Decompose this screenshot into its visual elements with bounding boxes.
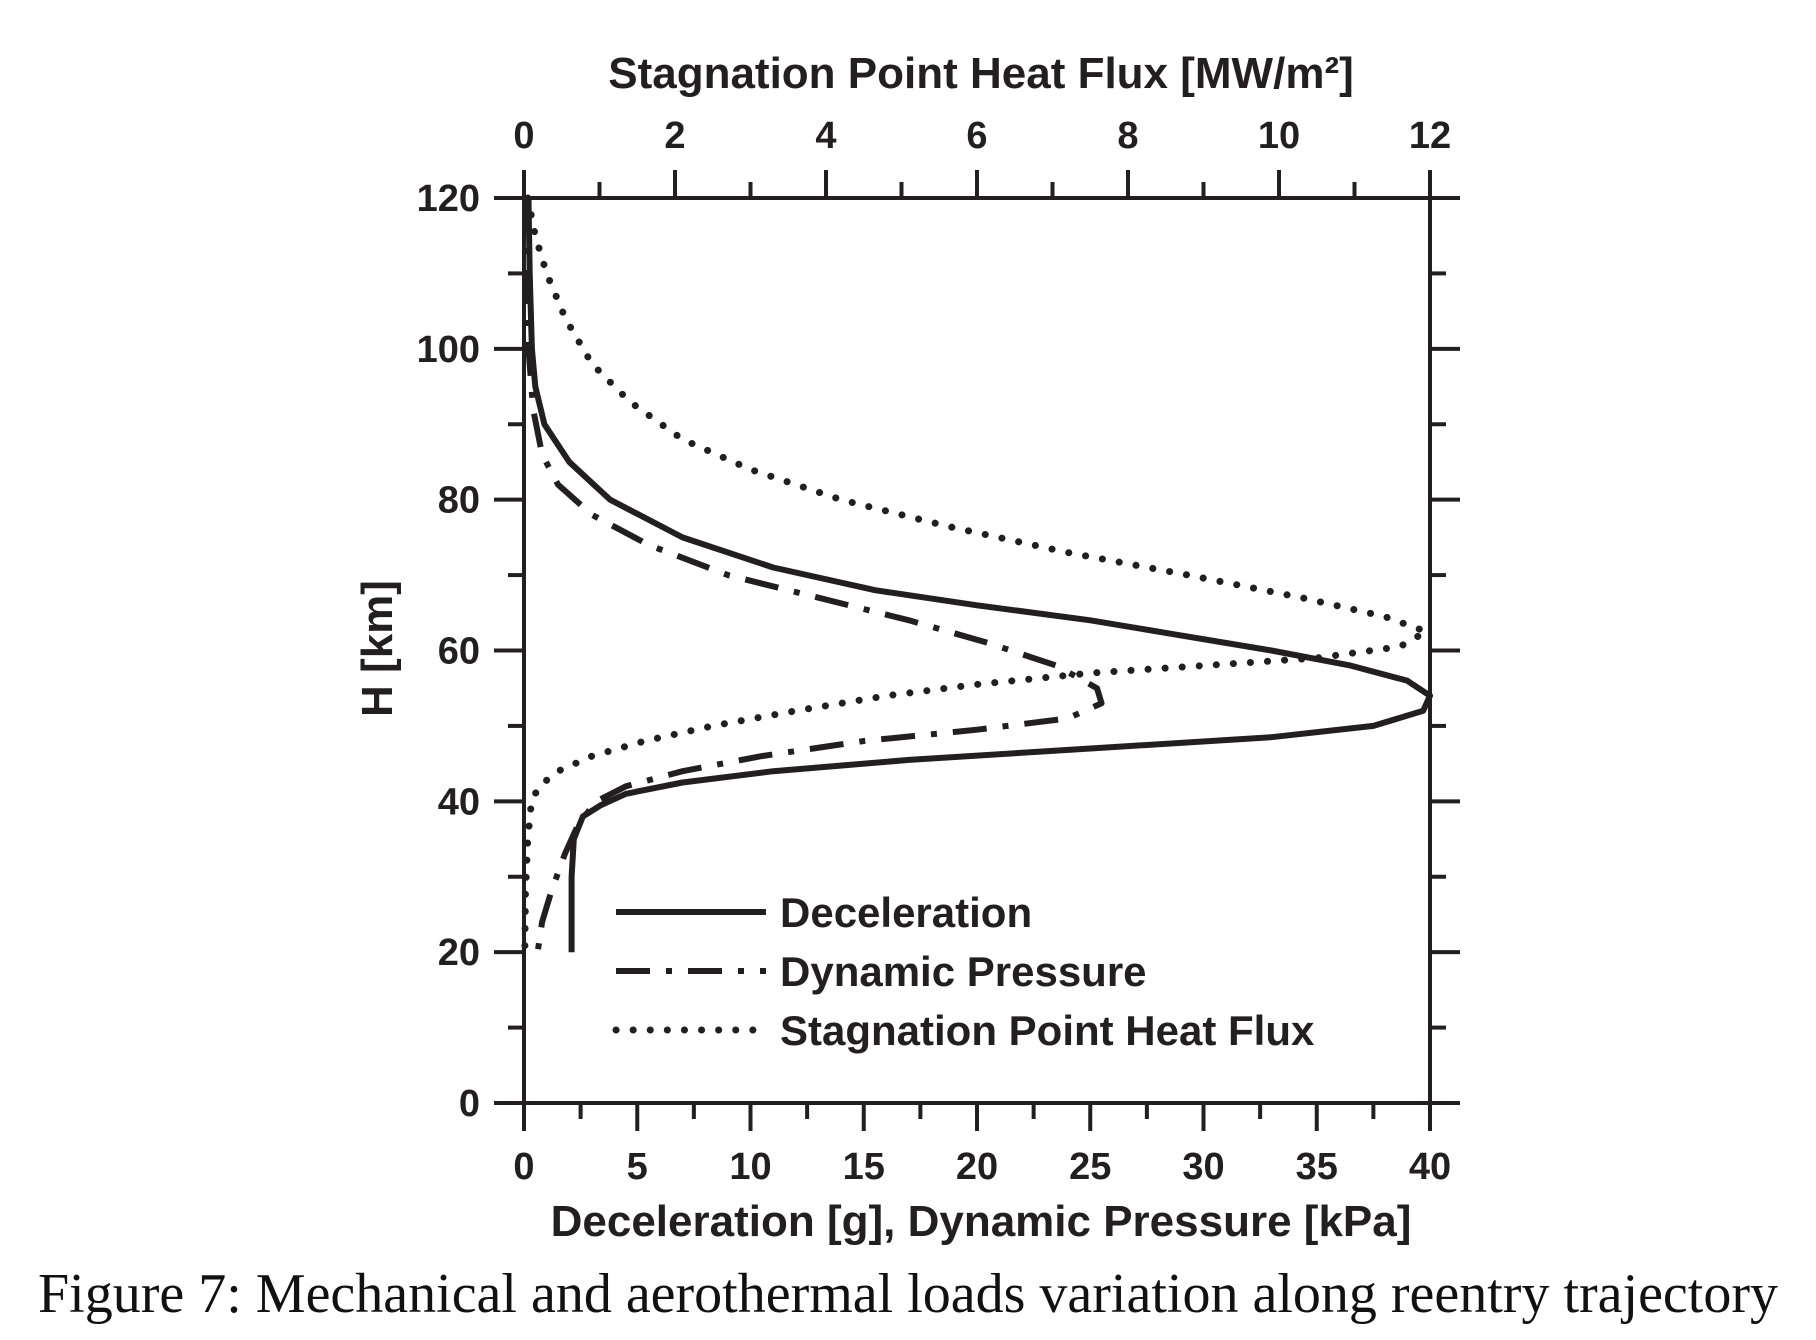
- legend-label-stagnation-point-heat-flux: Stagnation Point Heat Flux: [780, 1007, 1315, 1054]
- y-tick-label: 0: [459, 1083, 480, 1125]
- plot-frame: [522, 196, 1432, 1105]
- bottom-tick-label: 25: [1069, 1146, 1111, 1188]
- y-tick-label: 100: [417, 329, 480, 371]
- top-tick-label: 8: [1117, 115, 1138, 157]
- bottom-axis-title: Deceleration [g], Dynamic Pressure [kPa]: [551, 1197, 1412, 1246]
- legend: Deceleration Dynamic Pressure Stagnation P…: [612, 889, 1315, 1054]
- series-line-deceleration: [525, 197, 1433, 953]
- y-tick-label: 20: [438, 932, 480, 974]
- chart: 0 5 10 15 20 25 30 35 400 2 4 6 8 10 12020406080100120…: [353, 49, 1460, 1246]
- series-line-dynamic-pressure: [523, 198, 1105, 953]
- figure-caption: Figure 7: Mechanical and aerothermal loa…: [38, 1263, 1778, 1325]
- top-tick-label: 0: [513, 115, 534, 157]
- y-tick-label: 120: [417, 178, 480, 220]
- series-line-stagnation-point-heat-flux: [521, 194, 1430, 956]
- legend-label-dynamic-pressure: Dynamic Pressure: [780, 948, 1147, 995]
- top-tick-label: 10: [1258, 115, 1300, 157]
- y-tick-label: 60: [438, 631, 480, 673]
- bottom-tick-label: 40: [1409, 1146, 1451, 1188]
- series-layer: [521, 194, 1433, 956]
- y-tick-label: 40: [438, 781, 480, 823]
- legend-label-deceleration: Deceleration: [780, 889, 1032, 936]
- top-tick-label: 4: [815, 115, 836, 157]
- bottom-tick-label: 15: [843, 1146, 885, 1188]
- bottom-tick-label: 35: [1296, 1146, 1338, 1188]
- ticks-layer: [494, 170, 1460, 1131]
- bottom-tick-label: 30: [1182, 1146, 1224, 1188]
- y-tick-label: 80: [438, 480, 480, 522]
- bottom-tick-label: 10: [729, 1146, 771, 1188]
- top-tick-label: 6: [966, 115, 987, 157]
- y-axis-title: H [km]: [353, 580, 402, 717]
- bottom-tick-label: 20: [956, 1146, 998, 1188]
- top-axis-title: Stagnation Point Heat Flux [MW/m²]: [608, 49, 1354, 98]
- bottom-tick-label: 0: [513, 1146, 534, 1188]
- top-tick-label: 12: [1409, 115, 1451, 157]
- bottom-tick-label: 5: [627, 1146, 648, 1188]
- top-tick-label: 2: [664, 115, 685, 157]
